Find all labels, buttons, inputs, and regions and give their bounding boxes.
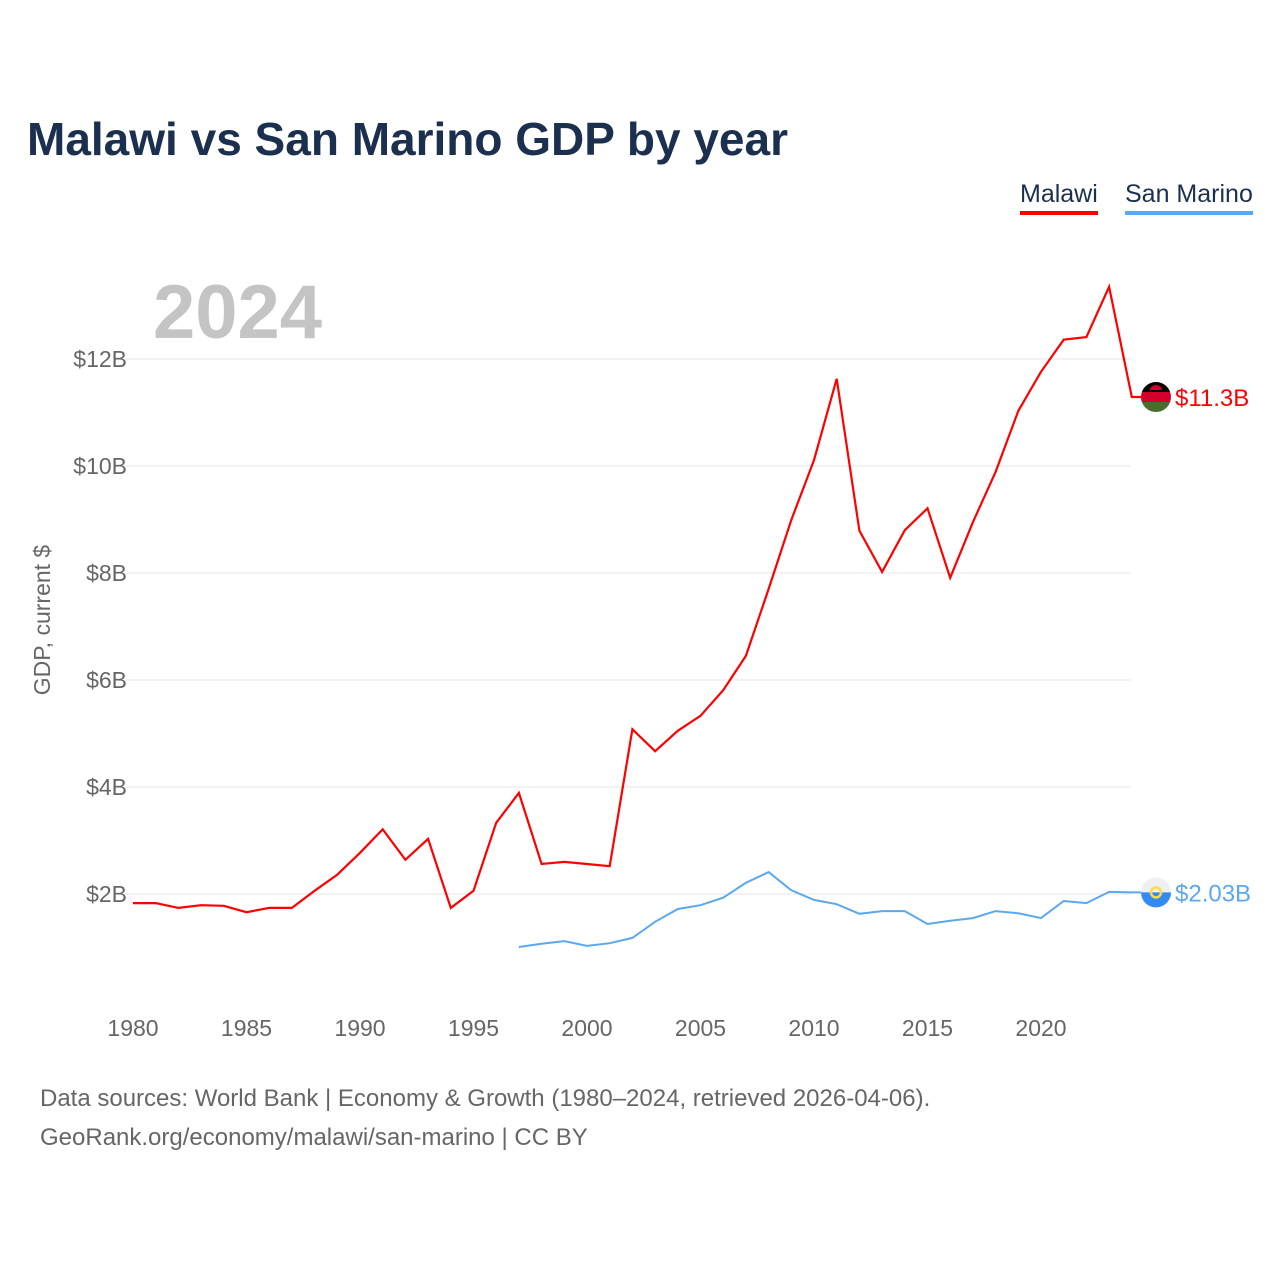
source-text: Data sources: World Bank | Economy & Gro… [40,1085,931,1112]
legend-san-marino[interactable]: San Marino [1125,180,1253,215]
x-tick-label: 1985 [221,1015,272,1041]
flag-san-marino-icon [1141,892,1172,908]
year-label: 2024 [153,270,322,355]
x-tick-label: 2015 [902,1015,953,1041]
series-line-malawi [133,283,1142,914]
x-tick-label: 1990 [334,1015,385,1041]
end-value-label: $2.03B [1175,880,1251,907]
x-tick-label: 1995 [448,1015,499,1041]
x-tick-label: 2020 [1015,1015,1066,1041]
end-value-label: $11.3B [1175,385,1249,412]
flag-malawi-icon [1141,401,1171,412]
y-tick-label: $4B [86,774,127,800]
flag-malawi-sun-icon [1150,384,1162,390]
y-tick-label: $8B [86,560,127,586]
flag-san-marino-emblem-icon [1149,886,1163,899]
y-tick-label: $12B [73,346,127,372]
y-tick-label: $10B [73,453,127,479]
flag-malawi-icon [1141,391,1171,402]
y-tick-label: $6B [86,667,127,693]
legend-malawi[interactable]: Malawi [1020,180,1098,215]
x-tick-label: 1980 [107,1015,158,1041]
x-tick-label: 2005 [675,1015,726,1041]
x-tick-label: 2000 [561,1015,612,1041]
x-tick-label: 2010 [788,1015,839,1041]
y-axis-label: GDP, current $ [29,545,55,696]
series-line-san-marino [518,870,1142,948]
source-url: GeoRank.org/economy/malawi/san-marino | … [40,1124,588,1151]
chart-title: Malawi vs San Marino GDP by year [27,113,788,165]
y-tick-label: $2B [86,881,127,907]
